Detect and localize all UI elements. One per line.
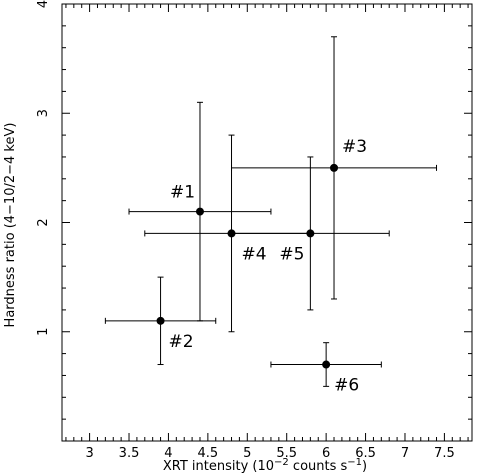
point-label: #2 (169, 332, 194, 352)
x-axis-title: XRT intensity (10−2 counts s−1) (163, 457, 367, 474)
data-point (195, 207, 204, 216)
point-labels: #1 #2 #3 #4 #5 #6 (169, 137, 368, 396)
error-bars (104, 36, 438, 387)
x-tick-label: 7.5 (434, 446, 455, 461)
x-tick-label: 5.5 (276, 446, 297, 461)
point-label: #4 (242, 244, 267, 264)
plot-frame (61, 3, 473, 442)
ticks (62, 3, 472, 441)
x-tick-label: 3.5 (119, 446, 140, 461)
point-label: #6 (334, 376, 359, 396)
data-points (156, 163, 339, 369)
data-point (227, 229, 236, 238)
y-tick-label: 2 (36, 218, 51, 226)
x-tick-label: 3 (85, 446, 93, 461)
point-label: #5 (279, 244, 304, 264)
data-point (322, 360, 331, 369)
x-tick-label: 4 (164, 446, 172, 461)
x-tick-label: 6 (322, 446, 330, 461)
y-tick-label: 4 (36, 0, 51, 8)
x-tick-label: 5 (243, 446, 251, 461)
y-axis-title: Hardness ratio (4−10/2−4 keV) (3, 123, 18, 328)
x-tick-label: 4.5 (198, 446, 219, 461)
point-label: #3 (342, 137, 367, 157)
x-tick-label: 7 (401, 446, 409, 461)
y-tick-labels: 1 2 3 4 (36, 0, 51, 336)
point-label: #1 (170, 183, 195, 203)
data-point (306, 229, 315, 238)
y-tick-label: 1 (36, 328, 51, 336)
x-tick-labels: 3 3.5 4 4.5 5 5.5 6 6.5 7 7.5 (85, 446, 454, 461)
y-tick-label: 3 (36, 109, 51, 117)
x-tick-label: 6.5 (355, 446, 376, 461)
data-point (156, 316, 165, 325)
data-point (330, 163, 339, 172)
